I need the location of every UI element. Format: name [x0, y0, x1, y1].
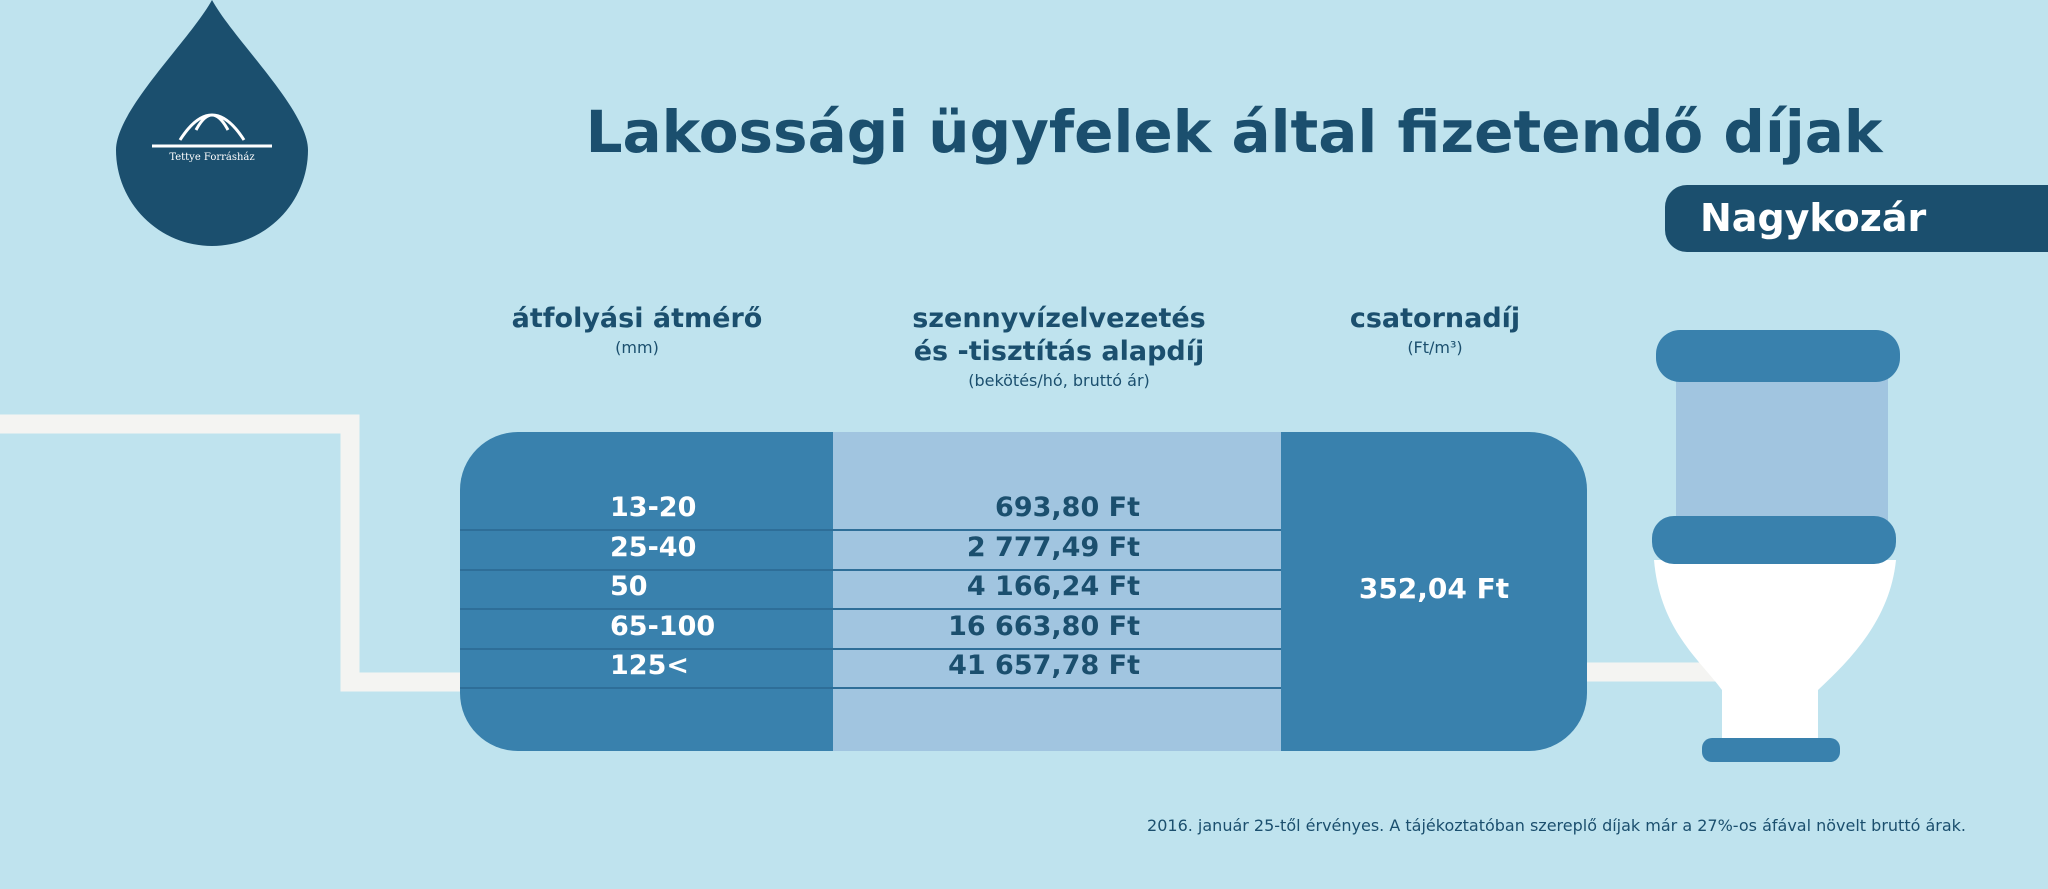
diameter: 50	[610, 571, 648, 602]
pipe	[0, 414, 1730, 692]
title: Lakossági ügyfelek által fizetendő díjak	[585, 98, 1883, 166]
column-title: átfolyási átmérő	[511, 303, 763, 334]
sewer-fee: 352,04 Ft	[1358, 572, 1510, 605]
logo-drop	[116, 0, 308, 246]
diameter: 25-40	[610, 531, 697, 563]
row-separator	[460, 647, 1281, 650]
base-fee: 2 777,49 Ft	[966, 531, 1140, 563]
subtitle: Nagykozár	[1700, 196, 1927, 240]
row-separator	[460, 568, 1281, 571]
column-title: csatornadíj	[1349, 303, 1521, 334]
toilet-tank	[1676, 378, 1888, 524]
column-title: szennyvízelvezetés	[912, 303, 1206, 334]
base-fee: 16 663,80 Ft	[948, 610, 1140, 642]
column-unit: (mm)	[615, 338, 659, 357]
toilet-seat	[1652, 516, 1896, 564]
toilet-bowl	[1654, 560, 1896, 740]
column-title: és -tisztítás alapdíj	[913, 336, 1205, 367]
column-unit: (Ft/m³)	[1407, 338, 1463, 357]
diameter: 65-100	[610, 610, 716, 642]
diameter: 125<	[610, 650, 689, 681]
logo-emblem	[152, 113, 272, 148]
row-separator	[460, 687, 1281, 689]
logo-text: Tettye Forrásház	[169, 152, 255, 163]
base-fee: 4 166,24 Ft	[966, 571, 1140, 602]
toilet-base	[1702, 738, 1840, 762]
base-fee: 693,80 Ft	[995, 492, 1140, 523]
row-separator	[460, 529, 1281, 531]
footnote: 2016. január 25-től érvényes. A tájékozt…	[1147, 816, 1966, 835]
column-header: átfolyási átmérő (mm)	[387, 302, 887, 361]
subtitle-tab	[1665, 185, 2048, 252]
base-fee: 41 657,78 Ft	[948, 650, 1140, 681]
column-header: csatornadíj (Ft/m³)	[1185, 302, 1685, 361]
diameter: 13-20	[610, 492, 697, 523]
row-separator	[460, 608, 1281, 610]
column-unit: (bekötés/hó, bruttó ár)	[968, 371, 1150, 390]
table-middle-column	[833, 432, 1281, 751]
column-header: szennyvízelvezetés és -tisztítás alapdíj (…	[809, 302, 1309, 394]
toilet-lid	[1656, 330, 1900, 382]
table: 13-20 693,80 Ft 25-40 2 777,49 Ft 50 4 166,24…	[460, 432, 1587, 751]
